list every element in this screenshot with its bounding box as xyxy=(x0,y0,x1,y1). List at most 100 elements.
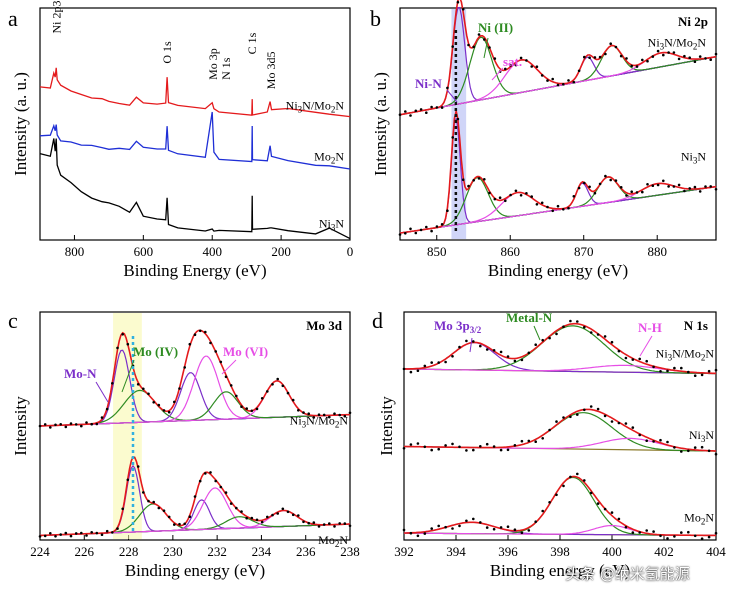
data-point-b-0-171 xyxy=(698,55,702,58)
data-point-c-1-141 xyxy=(281,507,285,511)
data-point-d-0-40 xyxy=(472,340,475,343)
data-point-c-0-39 xyxy=(105,407,109,411)
data-point-d-1-140 xyxy=(645,439,648,443)
data-point-c-0-72 xyxy=(162,409,166,412)
data-point-d-0-104 xyxy=(583,325,586,329)
data-point-b-1-126 xyxy=(619,186,623,189)
data-point-c-1-120 xyxy=(245,516,248,520)
corner-label-b: Ni 2p xyxy=(678,14,708,29)
component-peak-c-0-0 xyxy=(39,349,351,427)
data-point-b-0-117 xyxy=(604,52,607,56)
data-point-d-2-136 xyxy=(638,531,641,534)
x-tick-label-c-7: 238 xyxy=(340,544,360,559)
data-point-d-0-124 xyxy=(617,349,621,353)
data-point-d-2-128 xyxy=(624,525,628,529)
data-point-d-1-168 xyxy=(693,446,697,449)
data-point-d-1-164 xyxy=(687,449,690,453)
data-point-d-2-24 xyxy=(444,525,447,529)
data-point-b-1-129 xyxy=(625,194,628,197)
data-point-b-1-60 xyxy=(504,199,507,203)
data-point-b-1-120 xyxy=(609,178,612,182)
data-point-c-1-63 xyxy=(147,499,150,503)
data-point-c-1-21 xyxy=(74,532,78,535)
data-point-d-2-56 xyxy=(499,526,503,529)
data-point-c-0-177 xyxy=(343,414,347,418)
data-point-b-1-99 xyxy=(572,195,576,198)
data-point-d-2-20 xyxy=(437,524,441,528)
data-point-c-0-21 xyxy=(74,423,78,426)
data-point-c-1-156 xyxy=(307,521,311,525)
x-axis-label-c: Binding energy (eV) xyxy=(125,561,265,580)
panel-d: 392 394 396 398 400 402 404 Binding energy (eV)… xyxy=(377,310,726,580)
data-point-b-1-84 xyxy=(546,205,549,209)
data-point-d-2-60 xyxy=(506,525,510,528)
data-point-c-1-114 xyxy=(235,506,238,510)
data-point-c-0-57 xyxy=(136,383,140,386)
data-point-b-0-12 xyxy=(419,108,423,111)
data-point-c-0-18 xyxy=(69,422,73,425)
data-point-b-0-84 xyxy=(546,79,549,82)
data-point-c-0-132 xyxy=(266,390,269,393)
data-point-b-1-153 xyxy=(667,185,670,188)
data-point-c-1-180 xyxy=(348,524,352,528)
x-tick-label-b-1: 860 xyxy=(500,244,520,259)
data-point-d-1-56 xyxy=(499,448,503,452)
x-axis-label-b: Binding energy (eV) xyxy=(488,261,628,280)
data-point-b-0-54 xyxy=(493,57,497,60)
data-point-b-0-165 xyxy=(688,56,691,59)
data-point-c-1-18 xyxy=(69,534,73,538)
axes-frame-a xyxy=(39,7,351,241)
panel-letter-c: c xyxy=(8,308,18,333)
data-point-d-1-100 xyxy=(576,413,579,416)
data-point-b-1-111 xyxy=(593,191,597,195)
data-point-b-1-21 xyxy=(435,225,439,228)
data-point-d-2-116 xyxy=(603,507,607,511)
data-point-b-0-90 xyxy=(556,83,560,87)
data-point-c-1-135 xyxy=(271,513,274,517)
data-point-b-0-156 xyxy=(672,51,676,54)
data-point-b-0-63 xyxy=(509,64,512,67)
series-line-a-2 xyxy=(39,138,351,240)
data-point-b-0-123 xyxy=(614,45,618,49)
data-point-b-1-54 xyxy=(493,197,497,201)
data-point-c-1-27 xyxy=(85,534,88,537)
data-point-c-0-24 xyxy=(80,424,83,428)
data-point-b-1-12 xyxy=(419,228,423,232)
data-point-b-1-174 xyxy=(704,185,707,188)
data-point-c-0-0 xyxy=(38,424,42,428)
fit-envelope-b-0 xyxy=(399,0,717,116)
data-point-b-1-93 xyxy=(562,208,565,211)
x-tick-label-a-1: 600 xyxy=(134,244,154,259)
data-point-d-0-48 xyxy=(485,348,489,351)
data-point-c-0-93 xyxy=(198,329,202,333)
data-point-d-1-108 xyxy=(589,405,593,408)
data-point-d-0-128 xyxy=(624,356,628,360)
data-point-b-0-9 xyxy=(414,109,418,113)
data-point-c-1-168 xyxy=(328,522,331,525)
data-point-b-0-81 xyxy=(540,74,544,77)
data-point-d-2-104 xyxy=(583,479,586,482)
data-point-b-0-60 xyxy=(504,67,507,71)
legend-a-1: Mo2N xyxy=(314,149,344,165)
panel-letter-a: a xyxy=(8,6,18,31)
corner-label-d: N 1s xyxy=(684,318,708,333)
data-point-d-1-112 xyxy=(596,407,600,411)
pointer-d-2 xyxy=(639,335,653,357)
data-point-b-0-93 xyxy=(562,83,565,86)
data-point-c-0-174 xyxy=(338,413,342,417)
data-point-b-0-36 xyxy=(461,8,465,11)
legend-a-2: Ni3N xyxy=(319,217,345,233)
data-point-b-0-174 xyxy=(704,57,707,60)
data-point-b-1-144 xyxy=(651,184,655,187)
data-point-d-2-152 xyxy=(666,537,669,540)
panel-c: 224 226 228 230 232 234 236 238 Binding energy (… xyxy=(11,311,360,580)
data-point-b-1-171 xyxy=(698,190,702,193)
data-point-c-1-159 xyxy=(312,521,316,524)
data-point-b-1-150 xyxy=(662,179,665,183)
data-point-c-1-174 xyxy=(338,522,342,525)
data-point-d-1-40 xyxy=(472,448,475,452)
data-point-c-1-45 xyxy=(116,527,119,530)
data-point-b-1-96 xyxy=(567,206,570,210)
series-line-a-0 xyxy=(39,67,351,118)
data-point-d-0-20 xyxy=(437,361,441,364)
